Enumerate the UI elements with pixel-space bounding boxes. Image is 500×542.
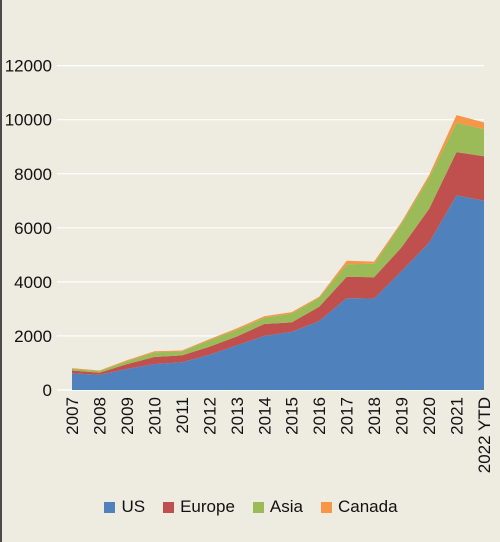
legend-item-asia: Asia (252, 497, 303, 517)
x-tick-label: 2020 (420, 397, 439, 435)
y-tick-label: 0 (43, 381, 52, 400)
y-tick-label: 2000 (14, 327, 52, 346)
legend-item-us: US (104, 497, 145, 517)
legend-label: Canada (337, 497, 398, 516)
y-tick-label: 10000 (5, 111, 52, 130)
legend-label: US (121, 497, 146, 516)
x-tick-label: 2013 (228, 397, 247, 435)
series-area-us (72, 195, 484, 390)
y-tick-label: 6000 (14, 219, 52, 238)
legend-swatch (320, 501, 332, 513)
x-tick-label: 2019 (393, 397, 412, 435)
x-tick-label: 2009 (118, 397, 137, 435)
y-tick-label: 12000 (5, 57, 52, 76)
x-tick-label: 2016 (310, 397, 329, 435)
x-tick-label: 2007 (63, 397, 82, 435)
legend-swatch (104, 501, 116, 513)
legend-item-canada: Canada (320, 497, 398, 517)
legend-swatch (252, 501, 264, 513)
legend-label: Europe (180, 497, 235, 516)
x-tick-label: 2022 YTD (475, 397, 494, 473)
legend-swatch (163, 501, 175, 513)
x-tick-label: 2017 (338, 397, 357, 435)
x-tick-label: 2010 (145, 397, 164, 435)
x-tick-label: 2012 (200, 397, 219, 435)
x-tick-label: 2015 (283, 397, 302, 435)
x-tick-label: 2008 (91, 397, 110, 435)
legend: US Europe Asia Canada (2, 497, 500, 517)
x-tick-label: 2011 (173, 397, 192, 434)
y-tick-label: 8000 (14, 165, 52, 184)
series-area-europe (72, 152, 484, 375)
series-area-asia (72, 122, 484, 373)
legend-label: Asia (269, 497, 303, 516)
y-tick-label: 4000 (14, 273, 52, 292)
legend-item-europe: Europe (163, 497, 235, 517)
x-tick-label: 2014 (255, 397, 274, 435)
x-tick-label: 2021 (448, 397, 467, 435)
x-tick-label: 2018 (365, 397, 384, 435)
